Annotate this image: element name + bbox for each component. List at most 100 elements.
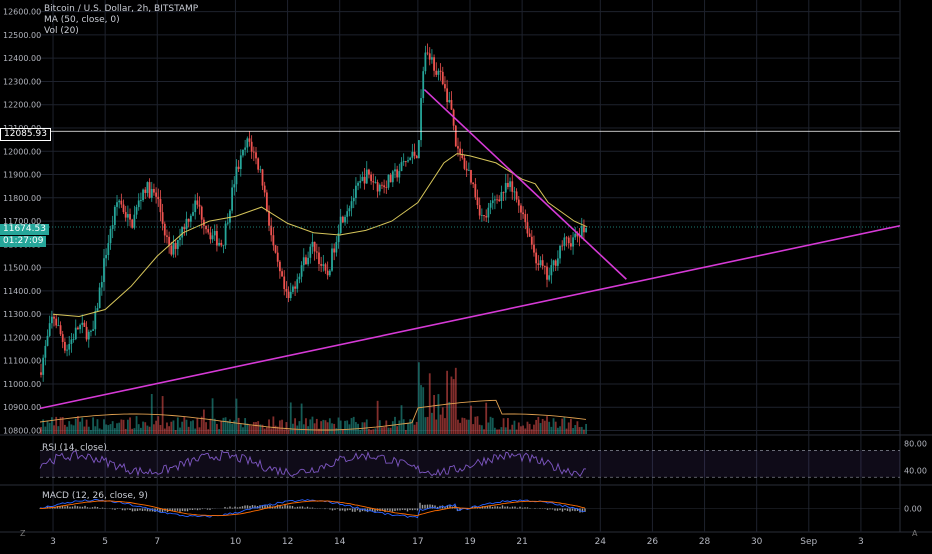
volume-bar bbox=[501, 427, 503, 434]
volume-bar bbox=[123, 420, 125, 434]
candle-body bbox=[309, 247, 311, 258]
candle-body bbox=[527, 222, 529, 233]
macd-histogram-bar bbox=[567, 509, 568, 511]
volume-bar bbox=[414, 425, 416, 434]
candle-body bbox=[531, 237, 533, 245]
macd-histogram-bar bbox=[249, 506, 250, 509]
candle-body bbox=[398, 171, 400, 177]
volume-bar bbox=[223, 418, 225, 434]
volume-bar bbox=[583, 430, 585, 434]
candle-body bbox=[79, 325, 81, 329]
volume-bar bbox=[231, 424, 233, 434]
candle-body bbox=[255, 152, 257, 158]
macd-histogram-bar bbox=[307, 507, 308, 509]
macd-histogram-bar bbox=[337, 509, 338, 510]
volume-bar bbox=[542, 419, 544, 434]
candle-body bbox=[71, 339, 73, 344]
candle-body bbox=[188, 219, 190, 222]
volume-bar bbox=[563, 417, 565, 434]
candle-body bbox=[570, 243, 572, 246]
candle-body bbox=[264, 186, 266, 193]
candle-body bbox=[535, 253, 537, 264]
candle-body bbox=[407, 160, 409, 161]
candle-body bbox=[42, 358, 44, 375]
macd-histogram-bar bbox=[114, 509, 115, 510]
macd-histogram-bar bbox=[384, 509, 385, 513]
candle-body bbox=[312, 242, 314, 247]
macd-histogram-bar bbox=[574, 509, 575, 512]
volume-bar bbox=[157, 416, 159, 434]
candle-body bbox=[509, 181, 511, 187]
macd-histogram-bar bbox=[402, 509, 403, 510]
candle-body bbox=[555, 260, 557, 265]
candle-body bbox=[55, 319, 57, 326]
macd-histogram-bar bbox=[554, 509, 555, 511]
candle-body bbox=[446, 88, 448, 102]
y-tick-label: 12500.00 bbox=[3, 31, 41, 40]
candle-body bbox=[164, 224, 166, 236]
x-tick-label: 3 bbox=[858, 537, 864, 547]
candle-body bbox=[325, 264, 327, 270]
candle-body bbox=[142, 190, 144, 200]
volume-bar bbox=[333, 424, 335, 434]
volume-bar bbox=[581, 427, 583, 434]
candle-body bbox=[431, 57, 433, 59]
macd-histogram-bar bbox=[422, 505, 423, 509]
volume-bar bbox=[127, 420, 129, 434]
volume-bar bbox=[329, 418, 331, 434]
macd-histogram-bar bbox=[564, 509, 565, 511]
timezone-button[interactable]: Z bbox=[20, 529, 25, 538]
candle-body bbox=[440, 71, 442, 72]
candle-body bbox=[559, 246, 561, 259]
rsi-legend: RSI (14, close) bbox=[42, 443, 107, 454]
auto-scale-button[interactable]: A bbox=[912, 529, 917, 538]
y-tick-label: 11400.00 bbox=[3, 287, 41, 296]
macd-histogram-bar bbox=[64, 506, 65, 508]
candle-body bbox=[288, 292, 290, 298]
volume-bar bbox=[479, 425, 481, 434]
macd-histogram-bar bbox=[499, 507, 500, 509]
volume-bar bbox=[286, 422, 288, 434]
candle-body bbox=[173, 243, 175, 255]
macd-histogram-bar bbox=[419, 503, 420, 509]
candle-body bbox=[296, 279, 298, 288]
macd-histogram-bar bbox=[207, 509, 208, 510]
volume-bar bbox=[407, 423, 409, 434]
candle-body bbox=[305, 257, 307, 264]
candle-body bbox=[88, 332, 90, 340]
candle-body bbox=[205, 226, 207, 229]
macd-histogram-bar bbox=[227, 508, 228, 509]
candle-body bbox=[51, 317, 53, 323]
candle-body bbox=[236, 167, 238, 185]
volume-bar bbox=[398, 421, 400, 434]
y-tick-label: 12000.00 bbox=[3, 147, 41, 156]
macd-histogram-bar bbox=[569, 509, 570, 512]
macd-histogram-bar bbox=[302, 506, 303, 508]
candle-body bbox=[301, 265, 303, 276]
volume-bar bbox=[331, 423, 333, 434]
legend-title: Bitcoin / U.S. Dollar, 2h, BITSTAMP bbox=[44, 4, 198, 15]
macd-histogram-bar bbox=[392, 509, 393, 512]
volume-bar bbox=[160, 425, 162, 434]
volume-bar bbox=[535, 420, 537, 434]
volume-bar bbox=[396, 426, 398, 434]
volume-bar bbox=[177, 417, 179, 434]
y-tick-label: 11500.00 bbox=[3, 264, 41, 273]
macd-histogram-bar bbox=[404, 509, 405, 511]
volume-bar bbox=[401, 405, 403, 434]
macd-histogram-bar bbox=[132, 509, 133, 512]
volume-bar bbox=[183, 417, 185, 434]
volume-bar bbox=[409, 419, 411, 434]
volume-bar bbox=[203, 410, 205, 434]
candle-body bbox=[49, 323, 51, 336]
y-tick-label: 11000.00 bbox=[3, 380, 41, 389]
macd-histogram-bar bbox=[389, 509, 390, 511]
candle-body bbox=[496, 199, 498, 200]
volume-bar bbox=[457, 420, 459, 434]
candle-body bbox=[418, 140, 420, 158]
candle-body bbox=[553, 260, 555, 265]
candle-body bbox=[281, 271, 283, 276]
candle-body bbox=[307, 258, 309, 264]
candle-body bbox=[359, 181, 361, 183]
